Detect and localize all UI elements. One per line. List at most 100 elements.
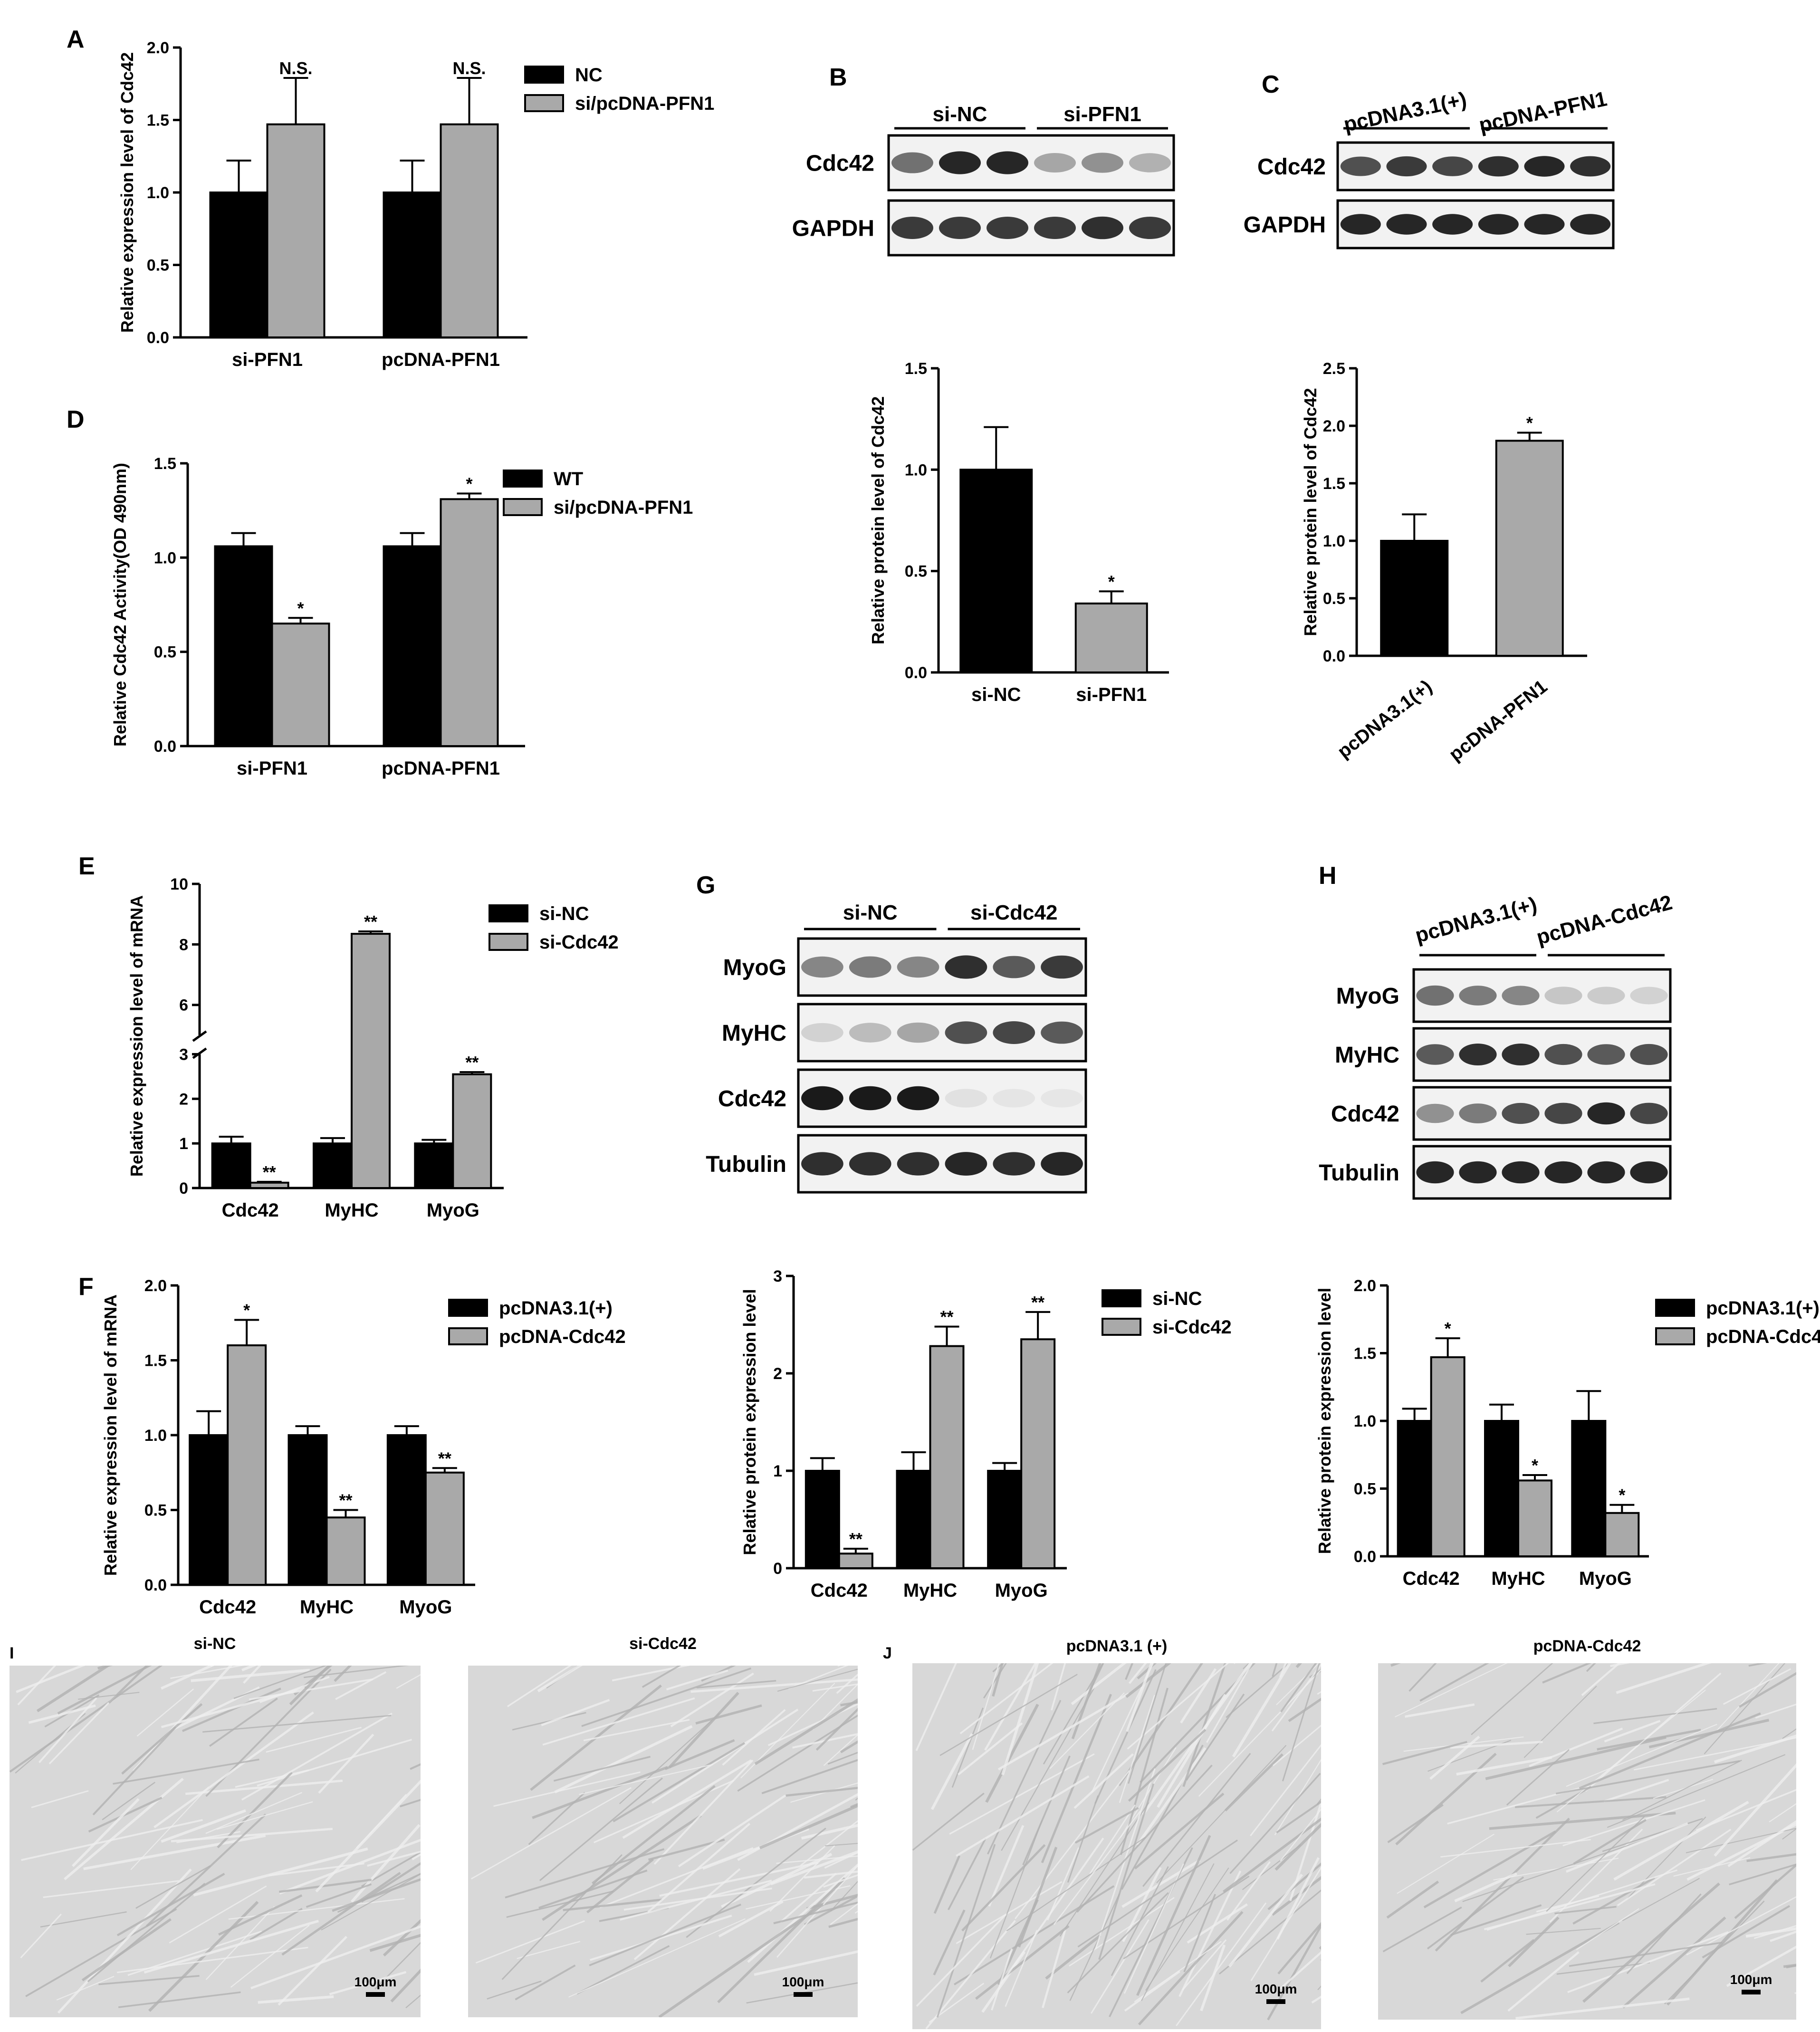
legend-label: si/pcDNA-PFN1	[575, 93, 714, 114]
legend-swatch	[503, 498, 543, 516]
bar-pcdna3-1-value	[1380, 540, 1449, 657]
cell-fiber	[506, 1890, 614, 1918]
legend-swatch	[448, 1299, 488, 1317]
significance-marker: *	[1108, 572, 1115, 591]
cell-fiber	[1137, 1663, 1157, 1679]
y-tick-label: 1.0	[154, 549, 176, 567]
cell-fiber	[20, 1913, 62, 1959]
blot-row-label: Cdc42	[1257, 154, 1326, 180]
blot-band	[1630, 1102, 1668, 1124]
cell-fiber	[243, 1666, 261, 1684]
cell-fiber	[563, 1898, 662, 1911]
panel-letter-a: A	[67, 26, 85, 53]
blot-band	[897, 1152, 939, 1176]
blot-band	[945, 955, 987, 979]
cell-fiber	[475, 1920, 585, 1964]
cell-fiber	[209, 1697, 278, 1747]
cell-fiber	[1423, 1830, 1556, 1908]
cell-fiber	[1562, 1799, 1705, 1847]
blot-band	[849, 1152, 891, 1176]
cell-fiber	[1121, 1859, 1201, 1908]
cell-fiber	[218, 1894, 303, 1936]
cell-fiber	[1142, 1753, 1251, 1887]
blot-band	[1570, 214, 1611, 235]
cell-fiber	[1186, 1693, 1245, 1781]
cell-fiber	[92, 1726, 177, 1816]
cell-fiber	[528, 1792, 585, 1845]
cell-fiber	[790, 1783, 858, 1803]
legend-swatch	[489, 904, 528, 922]
blot-strip-gapdh	[887, 199, 1175, 257]
cell-fiber	[1386, 1880, 1439, 1919]
legend-swatch	[1655, 1327, 1695, 1345]
cell-fiber	[1224, 1753, 1284, 1812]
blot-band	[1502, 1102, 1540, 1124]
cell-fiber	[1178, 1870, 1242, 1997]
bar-myhc-pcdna3-1	[287, 1434, 328, 1586]
cell-fiber	[1073, 1753, 1134, 1809]
cell-fiber	[25, 1908, 177, 1997]
cell-fiber	[1485, 1736, 1667, 1780]
cell-fiber	[1272, 1663, 1278, 1677]
y-tick-label: 0.0	[905, 664, 927, 682]
y-tick-label: 0.5	[1323, 590, 1345, 608]
cell-fiber	[666, 1669, 728, 1691]
cell-fiber	[1067, 1892, 1169, 1994]
cell-fiber	[1546, 1816, 1645, 1912]
micrograph-label: pcDNA3.1 (+)	[1066, 1637, 1168, 1655]
cell-fiber	[1686, 1896, 1796, 1955]
cell-fiber	[1734, 1863, 1796, 1919]
blot-band	[993, 1152, 1035, 1176]
blot-band	[939, 151, 981, 174]
cell-fiber	[1232, 1663, 1292, 1758]
cell-fiber	[804, 1870, 858, 1879]
y-tick-label: 1.0	[1354, 1412, 1376, 1430]
cell-fiber	[1229, 1773, 1321, 1874]
cell-fiber	[1280, 1951, 1321, 1990]
bar-myhc-si-nc	[313, 1142, 353, 1189]
cell-fiber	[390, 1968, 421, 2003]
blot-band	[939, 217, 981, 239]
micrograph-image	[1378, 1663, 1796, 2020]
cell-fiber	[959, 1663, 1054, 1735]
cell-fiber	[1125, 1663, 1134, 1680]
cell-fiber	[948, 1838, 987, 1910]
cell-fiber	[1271, 1876, 1321, 1916]
scale-bar-label: 100μm	[1730, 1972, 1772, 1987]
bar-cdc42-pcdna3-1	[1397, 1420, 1432, 1557]
cell-fiber	[1622, 1759, 1742, 1821]
cell-fiber	[1218, 1889, 1321, 1975]
cell-fiber	[507, 1666, 572, 1707]
western-blot-g: si-NC si-Cdc42 MyoG MyHC Cdc42 Tubulin	[706, 901, 1087, 1194]
cell-fiber	[1128, 1663, 1147, 1684]
blot-band	[1502, 986, 1540, 1006]
cell-fiber	[396, 1674, 421, 1689]
bar-cdc42-pcdna-cdc42	[1430, 1356, 1466, 1558]
cell-fiber	[250, 1925, 421, 1990]
cell-fiber	[1126, 1663, 1153, 1732]
blot-strip-tubulin	[1412, 1145, 1672, 1200]
cell-fiber	[1271, 1663, 1321, 1732]
cell-fiber	[770, 1850, 858, 1886]
cell-fiber	[916, 1913, 1007, 2007]
cell-fiber	[217, 1772, 293, 1849]
cell-fiber	[779, 1872, 837, 1923]
blot-band	[1524, 156, 1565, 177]
y-tick-label: 2.0	[144, 1277, 167, 1295]
x-category-label: MyoG	[399, 1597, 452, 1618]
bar-myog-pcdna3-1	[1571, 1420, 1607, 1557]
panel-letter-e: E	[78, 853, 95, 880]
cell-fiber	[1136, 1835, 1211, 1996]
significance-marker: *	[1532, 1456, 1538, 1475]
y-tick-label: 2.0	[147, 39, 169, 57]
cell-fiber	[28, 1704, 96, 1724]
cell-fiber	[1769, 1803, 1796, 1822]
blot-row-label: Cdc42	[718, 1086, 786, 1112]
cell-fiber	[1572, 1877, 1655, 1925]
cell-fiber	[1603, 1779, 1669, 1802]
chart-f: 0.0 0.5 1.0 1.5 2.0 Relative expression level…	[101, 1277, 626, 1618]
cell-fiber	[1059, 1802, 1149, 1937]
cell-fiber	[470, 1787, 632, 1879]
cell-fiber	[759, 1804, 858, 1850]
cell-fiber	[205, 1906, 275, 1980]
